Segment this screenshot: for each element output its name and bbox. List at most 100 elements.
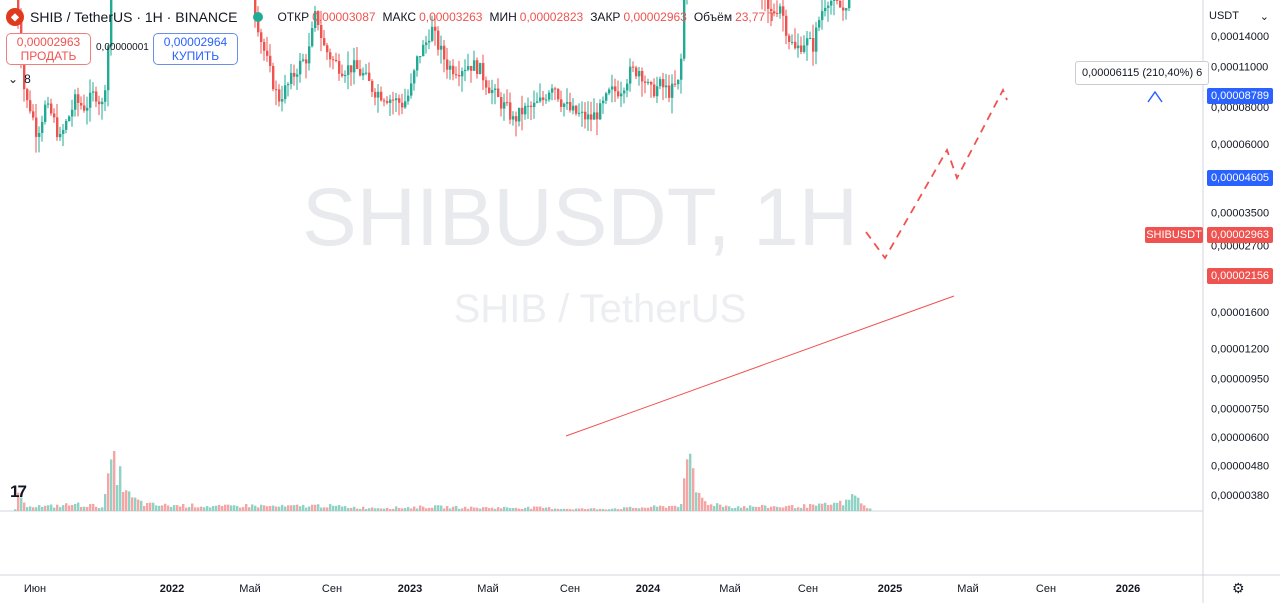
volume-bar [629,506,632,511]
candle-body [419,56,422,58]
volume-bar [599,508,602,511]
candle-body [677,79,680,85]
candle-body [464,69,467,72]
volume-bar [497,507,500,511]
candle-body [437,30,440,50]
volume-bar [362,506,365,511]
candle-body [299,60,302,75]
volume-bar [512,508,515,511]
volume-bar [50,504,53,511]
volume-bar [731,508,734,511]
candle-body [404,101,407,108]
candle-body [71,109,74,117]
volume-bar [464,506,467,511]
volume-bar [719,504,722,511]
volume-bar [428,507,431,511]
x-tick-label: Май [477,583,499,595]
volume-bar [518,508,521,511]
volume-bar [269,505,272,511]
candle-body [812,37,815,52]
candle-body [347,65,350,76]
volume-bar [290,505,293,511]
candle-body [362,73,365,76]
candle-body [296,74,299,77]
volume-bar [716,503,719,511]
volume-bar [713,505,716,511]
candle-body [659,79,662,87]
candle-body [413,70,416,84]
volume-bar [182,503,185,511]
volume-bar [650,506,653,511]
candle-body [818,20,821,28]
volume-bar [134,497,137,511]
volume-bar [500,508,503,511]
volume-bar [299,506,302,511]
volume-bar [686,459,689,511]
volume-bar [80,506,83,511]
watermark-main: SHIBUSDT, 1H [302,172,858,263]
sell-label: ПРОДАТЬ [20,49,77,63]
candle-body [356,60,359,69]
volume-bar [488,508,491,511]
volume-bar [77,502,80,511]
candle-body [488,87,491,94]
candle-body [680,58,683,80]
candle-body [83,105,86,111]
symbol-title[interactable]: SHIB / TetherUS · 1H · BINANCE [30,9,238,25]
candle-body [533,102,536,107]
volume-bar [803,504,806,511]
volume-bar [17,492,20,511]
volume-bar [68,505,71,511]
x-tick-label: 2025 [878,583,902,595]
candle-body [683,0,686,59]
candle-body [797,45,800,49]
volume-bar [581,508,584,511]
candle-body [632,66,635,68]
volume-bar [557,508,560,511]
volume-bar [227,504,230,511]
candle-body [650,82,653,85]
candle-body [410,83,413,96]
volume-bar [527,506,530,511]
candle-body [788,35,791,42]
candle-body [635,67,638,77]
volume-bar [791,504,794,511]
volume-bar [74,503,77,511]
candle-body [266,50,269,56]
candle-body [434,26,437,31]
candle-body [440,45,443,50]
candle-body [644,81,647,83]
candle-body [281,99,284,102]
volume-bar [314,504,317,511]
volume-bar [14,509,17,511]
volume-bar [215,505,218,511]
volume-bar [191,503,194,511]
volume-bar [317,504,320,511]
volume-bar [578,508,581,511]
buy-button[interactable]: 0,00002964 КУПИТЬ [153,33,238,65]
volume-bar [116,485,119,511]
high-value: 0,00003263 [419,10,483,24]
volume-bar [44,505,47,511]
volume-bar [179,506,182,511]
volume-bar [449,508,452,511]
sell-button[interactable]: 0,00002963 ПРОДАТЬ [6,33,91,65]
volume-bar [596,509,599,511]
volume-bar [572,509,575,511]
currency-selector[interactable]: USDT ⌄ [1203,6,1275,26]
volume-bar [560,508,563,511]
indicators-toggle[interactable]: ⌄ 8 [8,72,31,86]
volume-bar [353,506,356,511]
support-price-label: 0,00002156 [1207,268,1273,284]
volume-bar [344,506,347,511]
volume-bar [341,506,344,511]
open-label: ОТКР [277,10,310,24]
candle-body [368,72,371,81]
volume-bar [776,506,779,511]
volume-bar [725,505,728,511]
volume-bar [233,505,236,511]
candle-body [104,90,107,102]
candle-body [578,112,581,114]
gear-icon[interactable]: ⚙ [1232,580,1245,596]
